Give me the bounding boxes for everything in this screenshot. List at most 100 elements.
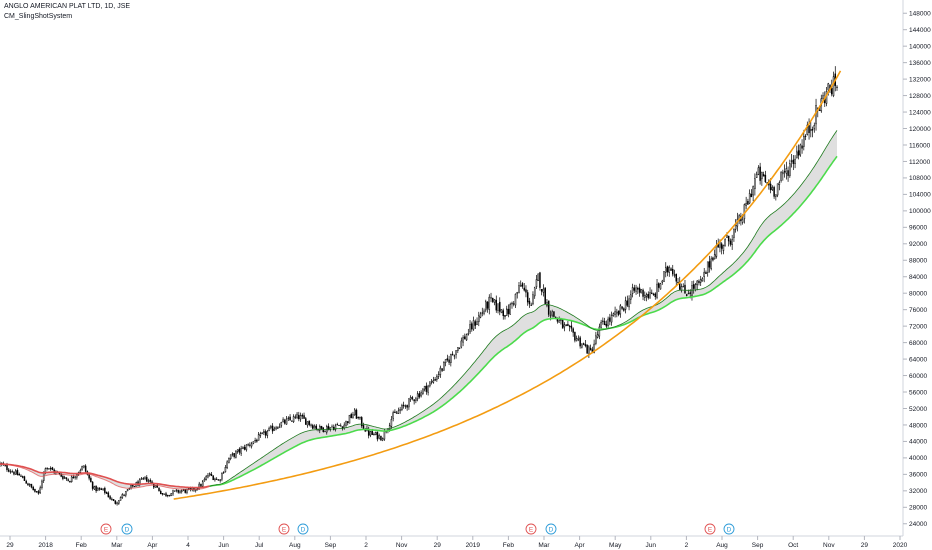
candle-body xyxy=(289,416,291,421)
candle-body xyxy=(263,431,265,434)
candle-body xyxy=(673,274,676,276)
candle-body xyxy=(696,280,698,286)
candle-body xyxy=(362,425,365,429)
candle-body xyxy=(107,492,110,498)
earnings-marker[interactable]: E xyxy=(278,523,290,535)
candle-body xyxy=(486,301,489,309)
candle-body xyxy=(415,398,417,401)
candle-body xyxy=(575,338,578,342)
candle-body xyxy=(519,285,522,287)
candle-body xyxy=(675,273,677,282)
candle-body xyxy=(201,481,204,487)
candle-body xyxy=(471,323,473,330)
candle-body xyxy=(324,430,326,432)
candle-body xyxy=(792,159,795,164)
earnings-marker[interactable]: E xyxy=(100,523,112,535)
candle-body xyxy=(369,431,372,436)
candle-body xyxy=(726,235,728,238)
candle-body xyxy=(797,150,800,156)
candle-body xyxy=(420,392,422,397)
candle-body xyxy=(593,343,595,353)
candle-body xyxy=(84,465,87,472)
candle-body xyxy=(397,410,400,414)
candle-body xyxy=(617,310,620,315)
x-tick-label: Jun xyxy=(646,542,657,549)
candle-body xyxy=(481,312,484,314)
candle-body xyxy=(727,235,730,242)
candle-body xyxy=(7,469,10,472)
ema-fast-line-down xyxy=(0,463,210,490)
candle-body xyxy=(175,489,178,491)
y-tick-label: 68000 xyxy=(909,340,927,347)
candle-body xyxy=(9,471,12,473)
candle-body xyxy=(390,419,393,427)
dividend-marker[interactable]: D xyxy=(297,523,309,535)
candle-body xyxy=(626,300,629,306)
candle-body xyxy=(408,398,410,408)
candle-body xyxy=(789,163,791,177)
candle-body xyxy=(338,424,340,426)
candle-body xyxy=(441,368,443,371)
candle-body xyxy=(160,491,162,495)
candle-body xyxy=(460,340,463,348)
candle-body xyxy=(507,308,510,314)
candle-body xyxy=(568,325,571,327)
y-tick-label: 100000 xyxy=(909,208,931,215)
dividend-marker[interactable]: D xyxy=(723,523,735,535)
dividend-marker[interactable]: D xyxy=(545,523,557,535)
candle-body xyxy=(479,313,482,318)
price-axis[interactable]: 24000 28000 32000 36000 40000 44000 48000 52000… xyxy=(903,11,931,529)
event-label: E xyxy=(529,526,534,533)
time-axis[interactable]: 29 2018 Feb Mar Apr 4 Jun Jul Aug Sep 2 Nov 29 2019 Fe… xyxy=(6,536,908,549)
earnings-marker[interactable]: E xyxy=(525,523,537,535)
candle-body xyxy=(359,417,361,419)
candle-body xyxy=(13,471,15,475)
trend-curve xyxy=(173,70,842,500)
candle-body xyxy=(705,272,707,275)
indicator-label[interactable]: CM_SlingShotSystem xyxy=(4,13,73,20)
candle-body xyxy=(301,414,304,417)
candle-body xyxy=(537,273,539,281)
candle-body xyxy=(291,420,293,422)
y-tick-label: 80000 xyxy=(909,291,927,298)
candle-body xyxy=(579,337,581,347)
candle-body xyxy=(98,487,101,490)
x-tick-label: Apr xyxy=(575,542,586,549)
candle-body xyxy=(233,453,235,457)
x-tick-label: Oct xyxy=(788,542,798,549)
candle-body xyxy=(245,444,248,451)
candle-body xyxy=(142,478,145,480)
x-tick-label: Sep xyxy=(325,542,337,549)
earnings-marker[interactable]: E xyxy=(704,523,716,535)
candle-body xyxy=(652,293,655,295)
candle-body xyxy=(320,425,323,429)
candle-body xyxy=(831,88,833,95)
candle-body xyxy=(516,292,518,294)
candle-body xyxy=(254,440,256,442)
candle-body xyxy=(243,447,246,450)
candle-body xyxy=(794,158,796,165)
candle-body xyxy=(312,425,314,429)
event-label: E xyxy=(104,526,109,533)
candle-body xyxy=(773,187,775,197)
candle-body xyxy=(607,318,609,326)
trend-curve-line xyxy=(173,70,842,500)
candle-body xyxy=(701,278,704,282)
x-tick-label: 29 xyxy=(861,542,869,549)
candle-body xyxy=(595,335,597,344)
x-tick-label: May xyxy=(609,542,622,549)
candle-body xyxy=(525,289,527,293)
candle-body xyxy=(266,430,269,436)
candle-body xyxy=(310,424,312,426)
candle-body xyxy=(558,320,560,323)
candle-body xyxy=(111,498,113,500)
candle-body xyxy=(818,109,821,111)
candle-body xyxy=(670,268,672,271)
ema-slow-line xyxy=(209,155,838,487)
candle-body xyxy=(651,292,653,294)
x-tick-label: Aug xyxy=(716,542,728,549)
candle-body xyxy=(48,468,50,470)
candle-body xyxy=(341,426,344,429)
dividend-marker[interactable]: D xyxy=(121,523,133,535)
